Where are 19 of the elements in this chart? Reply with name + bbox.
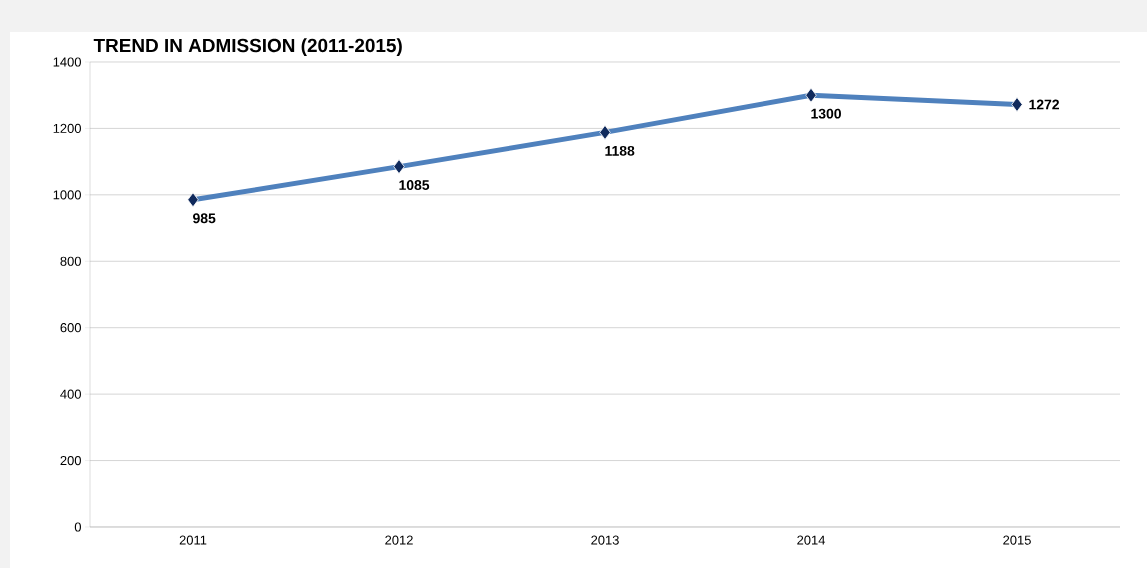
data-label: 1085 (399, 180, 430, 191)
data-label: 985 (193, 213, 216, 224)
y-tick-label: 800 (60, 256, 81, 266)
y-tick-label: 200 (60, 455, 81, 466)
chart-title: TREND IN ADMISSION (2011-2015) (93, 38, 402, 56)
x-tick-label: 2015 (1003, 535, 1031, 545)
data-label: 1272 (1029, 99, 1059, 110)
x-tick-label: 2011 (179, 535, 207, 545)
y-tick-label: 1200 (53, 123, 81, 133)
y-tick-label: 0 (74, 522, 81, 532)
y-tick-label: 400 (60, 389, 81, 399)
data-label: 1300 (811, 108, 841, 119)
x-tick-label: 2014 (797, 535, 826, 545)
y-tick-label: 1400 (53, 57, 81, 67)
x-tick-label: 2012 (385, 535, 413, 545)
y-tick-label: 1000 (53, 190, 81, 200)
x-tick-label: 2013 (591, 535, 619, 545)
data-label: 1188 (605, 145, 635, 156)
y-tick-label: 600 (60, 323, 81, 333)
